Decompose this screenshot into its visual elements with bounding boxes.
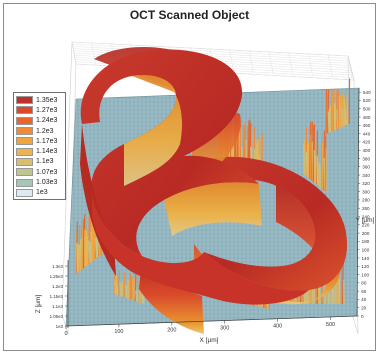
legend-swatch <box>16 96 33 105</box>
y-axis: 0 20 40 60 80 100 120 140 160 180 200 220 240 260 280 3… <box>356 87 375 319</box>
x-tick-label: 500 <box>326 322 335 328</box>
y-tick-label: 340 <box>362 173 370 178</box>
x-tick-label: 300 <box>220 326 229 332</box>
legend-entry: 1.17e3 <box>16 136 63 146</box>
legend-swatch <box>16 106 33 115</box>
x-axis: 0 100 200 300 400 500 X [μm] <box>64 315 358 344</box>
legend-entry: 1.1e3 <box>16 157 63 167</box>
y-tick-label: 80 <box>361 281 367 286</box>
surface-plot: 0 100 200 300 400 500 X [μm] 0 20 40 60 80 100 120 1… <box>35 41 375 344</box>
y-tick-label: 360 <box>362 165 370 170</box>
chart-frame: 0 100 200 300 400 500 X [μm] 0 20 40 60 80 100 120 1… <box>3 3 376 351</box>
legend-label: 1.24e3 <box>36 117 58 125</box>
y-tick-label: 140 <box>362 256 370 261</box>
z-tick-label: 1e3 <box>56 324 64 329</box>
y-tick-label: 100 <box>361 272 369 277</box>
legend-swatch <box>16 157 33 166</box>
legend-swatch <box>16 137 33 146</box>
x-tick-label: 100 <box>114 329 123 335</box>
y-tick-label: 240 <box>362 214 370 219</box>
z-tick-label: 1.05e3 <box>50 314 64 319</box>
y-tick-label: 160 <box>362 247 370 252</box>
legend-entry: 1.14e3 <box>16 146 63 156</box>
y-tick-label: 420 <box>363 140 371 145</box>
z-tick-label: 1.3e3 <box>52 264 64 269</box>
legend-swatch <box>16 168 33 177</box>
y-tick-label: 180 <box>362 239 370 244</box>
legend-entry: 1.2e3 <box>16 126 63 136</box>
x-tick-label: 0 <box>64 331 67 337</box>
y-tick-label: 280 <box>362 198 370 203</box>
z-tick-label: 1.25e3 <box>50 274 64 279</box>
y-tick-label: 440 <box>363 131 371 136</box>
z-tick-label: 1.15e3 <box>50 294 64 299</box>
s-shaped-object <box>80 47 348 334</box>
legend-label: 1.1e3 <box>36 158 54 166</box>
legend-label: 1e3 <box>36 189 48 197</box>
legend-label: 1.03e3 <box>36 179 58 187</box>
z-tick-label: 1.2e3 <box>52 284 64 289</box>
legend-label: 1.27e3 <box>36 106 58 114</box>
legend-swatch <box>16 188 33 197</box>
y-tick-label: 480 <box>363 115 371 120</box>
y-tick-label: 200 <box>362 231 370 236</box>
legend-entry: 1e3 <box>16 188 63 198</box>
y-tick-label: 460 <box>363 123 371 128</box>
y-tick-label: 120 <box>361 264 369 269</box>
z-tick-label: 1.1e3 <box>52 304 64 309</box>
legend-swatch <box>16 127 33 136</box>
colorbar-legend: 1.35e3 1.27e3 1.24e3 1.2e3 1.17e3 1.14e3 1.1e3… <box>13 92 66 200</box>
legend-swatch <box>16 147 33 156</box>
y-tick-label: 500 <box>363 107 371 112</box>
y-tick-label: 320 <box>362 181 370 186</box>
y-axis-label: Y [μm] <box>356 217 375 224</box>
y-tick-label: 20 <box>361 306 367 311</box>
legend-entry: 1.03e3 <box>16 177 63 187</box>
legend-entry: 1.07e3 <box>16 167 63 177</box>
x-tick-label: 200 <box>167 327 176 333</box>
legend-entry: 1.24e3 <box>16 116 63 126</box>
y-tick-label: 220 <box>362 223 370 228</box>
y-tick-label: 400 <box>362 148 370 153</box>
y-tick-label: 0 <box>361 314 364 319</box>
x-tick-label: 400 <box>273 324 282 330</box>
legend-label: 1.2e3 <box>36 127 54 135</box>
y-tick-label: 60 <box>361 289 367 294</box>
y-tick-label: 540 <box>363 90 371 95</box>
legend-label: 1.35e3 <box>36 96 58 104</box>
legend-entry: 1.35e3 <box>16 95 63 105</box>
legend-label: 1.17e3 <box>36 137 58 145</box>
y-tick-label: 260 <box>362 206 370 211</box>
legend-swatch <box>16 116 33 125</box>
legend-entry: 1.27e3 <box>16 105 63 115</box>
y-tick-label: 40 <box>361 297 367 302</box>
chart-title: OCT Scanned Object <box>129 8 250 22</box>
legend-label: 1.14e3 <box>36 148 58 156</box>
legend-label: 1.07e3 <box>36 168 58 176</box>
z-axis: 1e3 1.05e3 1.1e3 1.15e3 1.2e3 1.25e3 1.3e3 Z [… <box>35 260 69 329</box>
y-tick-label: 380 <box>362 156 370 161</box>
y-tick-label: 300 <box>362 189 370 194</box>
y-tick-label: 520 <box>363 98 371 103</box>
legend-swatch <box>16 178 33 187</box>
z-axis-label: Z [μm] <box>35 295 42 314</box>
x-axis-label: X [μm] <box>200 337 219 344</box>
